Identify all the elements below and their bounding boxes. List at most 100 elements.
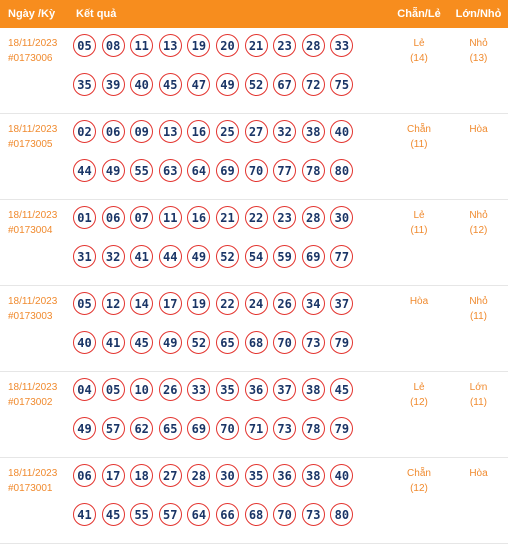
number-ball: 21 xyxy=(215,206,239,229)
number-ball: 73 xyxy=(273,417,297,440)
even-odd-cell: Chẵn (11) xyxy=(389,114,449,199)
table-row: 18/11/2023 #0173002 04 05 10 26 33 35 36 37 38 45 49… xyxy=(0,372,508,458)
even-odd-value: Lẻ xyxy=(413,38,425,49)
number-ball: 54 xyxy=(244,245,268,268)
number-ball: 71 xyxy=(244,417,268,440)
draw-info: 18/11/2023 #0173005 xyxy=(0,114,68,199)
number-ball: 49 xyxy=(187,245,211,268)
number-ball: 41 xyxy=(130,245,154,268)
number-ball: 70 xyxy=(273,331,297,354)
even-odd-cell: Lẻ (14) xyxy=(389,28,449,113)
even-odd-value: Chẵn xyxy=(407,468,431,479)
draw-date[interactable]: 18/11/2023 xyxy=(8,124,58,135)
number-ball: 79 xyxy=(330,331,354,354)
draw-id-link[interactable]: #0173001 xyxy=(8,483,53,494)
number-ball: 41 xyxy=(73,503,96,526)
number-line: 31 32 41 44 49 52 54 59 69 77 xyxy=(73,245,389,270)
number-ball: 13 xyxy=(158,34,182,57)
number-ball: 69 xyxy=(215,159,239,182)
big-small-count: (12) xyxy=(469,225,488,236)
number-ball: 35 xyxy=(244,464,268,487)
number-ball: 09 xyxy=(130,120,154,143)
number-ball: 64 xyxy=(187,159,211,182)
number-ball: 06 xyxy=(101,120,125,143)
number-ball: 19 xyxy=(187,34,211,57)
number-ball: 22 xyxy=(244,206,268,229)
number-ball: 38 xyxy=(301,378,325,401)
big-small-value: Hòa xyxy=(469,468,488,479)
even-odd-value: Lẻ xyxy=(413,382,425,393)
big-small-cell: Hòa xyxy=(449,114,508,199)
number-ball: 73 xyxy=(301,503,325,526)
number-ball: 77 xyxy=(330,245,354,268)
draw-date[interactable]: 18/11/2023 xyxy=(8,38,58,49)
number-ball: 78 xyxy=(301,159,325,182)
number-ball: 66 xyxy=(215,503,239,526)
number-line: 44 49 55 63 64 69 70 77 78 80 xyxy=(73,159,389,184)
table-row: 18/11/2023 #0173006 05 08 11 13 19 20 21 23 28 33 35… xyxy=(0,28,508,114)
number-ball: 20 xyxy=(215,34,239,57)
draw-id-link[interactable]: #0173004 xyxy=(8,225,53,236)
number-line: 01 06 07 11 16 21 22 23 28 30 xyxy=(73,206,389,231)
number-ball: 02 xyxy=(73,120,96,143)
number-ball: 45 xyxy=(158,73,182,96)
draw-id-link[interactable]: #0173002 xyxy=(8,397,53,408)
big-small-count: (11) xyxy=(469,311,488,322)
number-ball: 30 xyxy=(330,206,354,229)
number-ball: 55 xyxy=(130,159,154,182)
number-ball: 12 xyxy=(101,292,125,315)
big-small-count: (13) xyxy=(469,53,488,64)
even-odd-value: Chẵn xyxy=(407,124,431,135)
number-ball: 28 xyxy=(187,464,211,487)
number-ball: 68 xyxy=(244,331,268,354)
number-ball: 06 xyxy=(101,206,125,229)
draw-date[interactable]: 18/11/2023 xyxy=(8,382,58,393)
draw-id-link[interactable]: #0173006 xyxy=(8,53,53,64)
number-ball: 05 xyxy=(73,34,96,57)
number-ball: 40 xyxy=(330,120,354,143)
number-ball: 80 xyxy=(330,159,354,182)
number-ball: 30 xyxy=(215,464,239,487)
number-ball: 27 xyxy=(244,120,268,143)
number-ball: 65 xyxy=(215,331,239,354)
result-numbers: 05 12 14 17 19 22 24 26 34 37 40 41 45 49 52 65 68 70 73 79 xyxy=(68,286,389,371)
number-ball: 26 xyxy=(158,378,182,401)
number-ball: 70 xyxy=(215,417,239,440)
result-numbers: 02 06 09 13 16 25 27 32 38 40 44 49 55 63 64 69 70 77 78 80 xyxy=(68,114,389,199)
number-ball: 41 xyxy=(101,331,125,354)
even-odd-count: (11) xyxy=(410,139,428,150)
header-even-odd: Chẵn/Lẻ xyxy=(397,8,441,20)
draw-id-link[interactable]: #0173005 xyxy=(8,139,53,150)
draw-date[interactable]: 18/11/2023 xyxy=(8,468,58,479)
number-line: 05 12 14 17 19 22 24 26 34 37 xyxy=(73,292,389,317)
big-small-cell: Hòa xyxy=(449,458,508,543)
big-small-cell: Lớn (11) xyxy=(449,372,508,457)
big-small-cell: Nhỏ (12) xyxy=(449,200,508,285)
number-ball: 70 xyxy=(273,503,297,526)
number-ball: 28 xyxy=(301,34,325,57)
draw-id-link[interactable]: #0173003 xyxy=(8,311,53,322)
number-ball: 59 xyxy=(273,245,297,268)
result-numbers: 05 08 11 13 19 20 21 23 28 33 35 39 40 45 47 49 52 67 72 75 xyxy=(68,28,389,113)
number-ball: 21 xyxy=(244,34,268,57)
big-small-value: Nhỏ xyxy=(469,210,488,221)
draw-info: 18/11/2023 #0173002 xyxy=(0,372,68,457)
number-ball: 45 xyxy=(101,503,125,526)
draw-date[interactable]: 18/11/2023 xyxy=(8,210,58,221)
number-line: 06 17 18 27 28 30 35 36 38 40 xyxy=(73,464,389,489)
even-odd-count: (14) xyxy=(410,53,428,64)
number-ball: 31 xyxy=(73,245,96,268)
number-ball: 44 xyxy=(73,159,96,182)
table-header: Ngày /Kỳ Kết quả Chẵn/Lẻ Lớn/Nhỏ xyxy=(0,0,508,28)
table-row: 18/11/2023 #0173001 06 17 18 27 28 30 35 36 38 40 41… xyxy=(0,458,508,544)
number-ball: 14 xyxy=(130,292,154,315)
even-odd-cell: Chẵn (12) xyxy=(389,458,449,543)
number-ball: 05 xyxy=(101,378,125,401)
number-ball: 18 xyxy=(130,464,154,487)
number-ball: 05 xyxy=(73,292,96,315)
number-ball: 72 xyxy=(301,73,325,96)
result-numbers: 06 17 18 27 28 30 35 36 38 40 41 45 55 57 64 66 68 70 73 80 xyxy=(68,458,389,543)
number-ball: 70 xyxy=(244,159,268,182)
number-ball: 24 xyxy=(244,292,268,315)
draw-date[interactable]: 18/11/2023 xyxy=(8,296,58,307)
